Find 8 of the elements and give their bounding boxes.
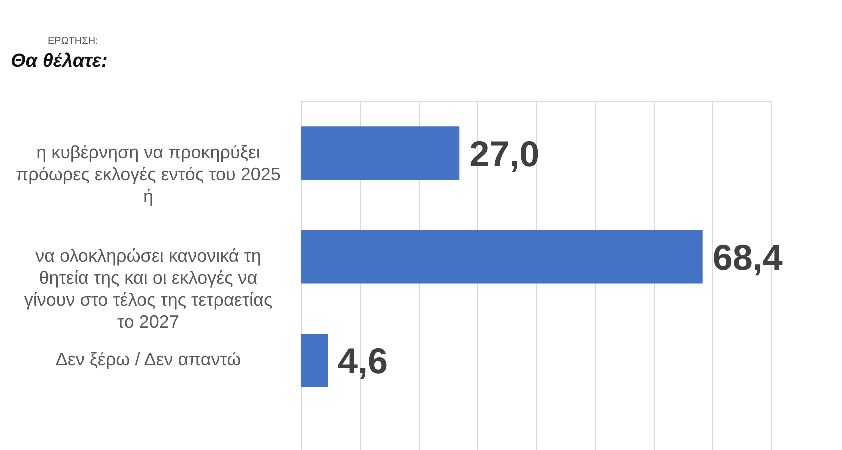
y-tick-label: Δεν ξέρω / Δεν απαντώ xyxy=(56,350,242,370)
data-label: 4,6 xyxy=(338,340,388,382)
y-tick-label: η κυβέρνηση να προκηρύξει πρόωρες εκλογές εντός του 2025 ή xyxy=(16,142,281,206)
data-label: 68,4 xyxy=(712,236,783,278)
data-label: 27,0 xyxy=(470,133,540,174)
y-tick-label: να ολοκληρώσει κανονικά τη θητεία της και οι εκλογές να γίνουν στο τέλος της τετραετίας το 2027 xyxy=(24,246,273,332)
text: Θα θέλατε: xyxy=(11,51,108,72)
text: ΕΡΩΤΗΣΗ: xyxy=(48,36,98,47)
